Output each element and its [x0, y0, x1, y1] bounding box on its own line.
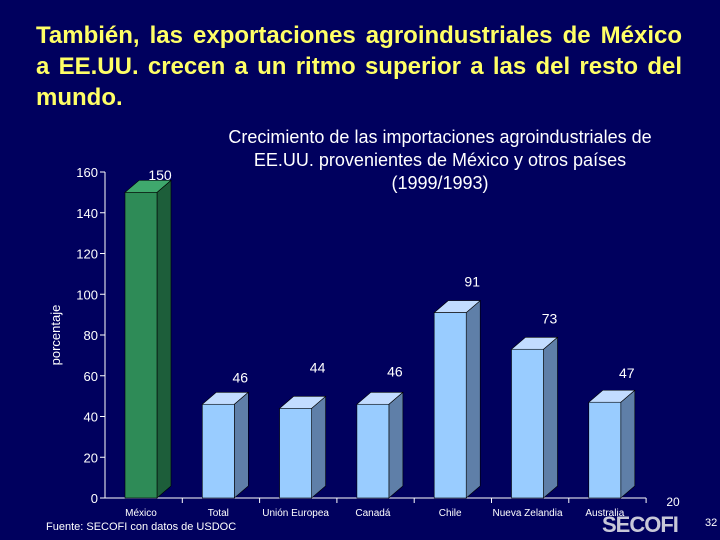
- chart-title-line-1: Crecimiento de las importaciones agroind…: [228, 127, 652, 147]
- bar-side: [388, 391, 404, 499]
- bar-side: [465, 299, 481, 499]
- bar-side: [620, 389, 636, 499]
- data-label: 73: [542, 310, 558, 326]
- data-label: 46: [387, 363, 403, 379]
- source-note: Fuente: SECOFI con datos de USDOC: [46, 521, 237, 533]
- data-label: 44: [310, 359, 326, 375]
- y-tick-label: 80: [84, 328, 98, 343]
- data-label: 46: [233, 369, 249, 385]
- chart-title-line-2: EE.UU. provenientes de México y otros pa…: [253, 150, 627, 170]
- bar-side: [156, 179, 172, 499]
- data-label: 47: [619, 365, 635, 381]
- y-tick-label: 0: [91, 491, 98, 506]
- data-label: 91: [464, 274, 480, 290]
- bar: [279, 408, 312, 499]
- x-tick-label: Canadá: [355, 508, 390, 519]
- bar: [511, 348, 544, 499]
- y-tick-label: 120: [76, 247, 98, 262]
- y-tick-label: 60: [84, 369, 98, 384]
- x-tick-label: Nueva Zelandia: [492, 508, 562, 519]
- bar: [433, 312, 467, 499]
- y-tick-label: 40: [84, 410, 98, 425]
- x-tick-label: Chile: [439, 508, 462, 519]
- bar: [124, 192, 158, 499]
- bar: [356, 403, 390, 499]
- y-tick-label: 100: [76, 287, 98, 302]
- x-tick-label: Unión Europea: [262, 508, 329, 519]
- y-tick-label: 140: [76, 206, 98, 221]
- slide-title: También, las exportaciones agroindustria…: [36, 22, 682, 111]
- chart-title: Crecimiento de las importaciones agroind…: [196, 126, 684, 195]
- y-tick-label: 20: [84, 450, 98, 465]
- bar: [202, 403, 235, 499]
- y-tick-label: 160: [76, 165, 98, 180]
- extra-label: 20: [666, 495, 680, 509]
- y-axis-label: porcentaje: [48, 305, 63, 366]
- bar-side: [543, 336, 558, 499]
- bar-side: [234, 391, 249, 499]
- slide-number: 32: [705, 517, 718, 529]
- chart-title-line-3: (1999/1993): [391, 173, 489, 193]
- x-tick-label: México: [125, 508, 157, 519]
- x-tick-label: Total: [208, 508, 229, 519]
- x-tick-label: Australia: [585, 508, 624, 519]
- data-label: 150: [148, 167, 172, 183]
- bar-side: [311, 395, 326, 499]
- secofi-logo: SECOFI: [602, 512, 679, 537]
- bar: [588, 401, 622, 499]
